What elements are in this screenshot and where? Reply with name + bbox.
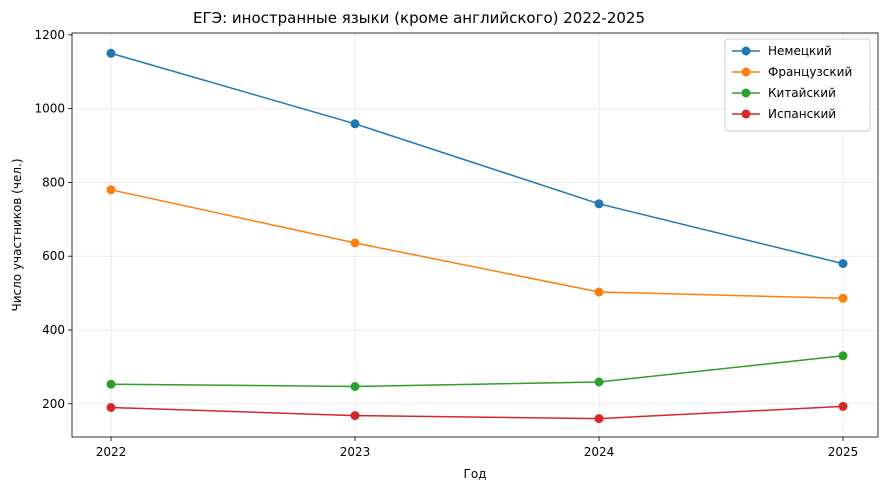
series-Немецкий xyxy=(106,48,848,269)
series-Французский xyxy=(106,185,848,303)
data-point xyxy=(838,259,848,269)
legend-label: Испанский xyxy=(768,107,836,121)
legend-label: Китайский xyxy=(768,86,836,100)
x-tick-label: 2025 xyxy=(828,445,859,459)
data-point xyxy=(106,48,116,58)
series-line xyxy=(110,355,844,388)
x-tick-label: 2022 xyxy=(96,445,127,459)
data-point xyxy=(594,287,604,297)
data-point xyxy=(106,185,116,195)
data-point xyxy=(106,403,116,412)
x-tick-label: 2024 xyxy=(584,445,615,459)
y-tick-label: 400 xyxy=(42,323,65,337)
legend-label: Немецкий xyxy=(768,44,832,58)
series-Китайский xyxy=(106,351,848,391)
legend-label: Французский xyxy=(768,65,852,79)
y-axis-label: Число участников (чел.) xyxy=(10,158,24,311)
legend: Немецкий Французский Китайский Испанский xyxy=(724,38,871,132)
data-point xyxy=(350,382,360,391)
data-point xyxy=(350,411,360,421)
chart-title: ЕГЭ: иностранные языки (кроме английског… xyxy=(193,9,645,27)
plot-frame xyxy=(71,32,879,438)
legend-swatch-marker xyxy=(741,67,751,77)
data-point xyxy=(106,379,116,389)
data-point xyxy=(350,238,360,248)
legend-swatch-marker xyxy=(741,88,751,98)
legend-frame xyxy=(724,38,871,132)
data-point xyxy=(594,414,604,424)
x-axis: 2022 2023 2024 2025 xyxy=(96,437,859,459)
legend-swatch-marker xyxy=(741,46,751,56)
x-tick-label: 2023 xyxy=(340,445,371,459)
y-axis: 200 400 600 800 1000 1200 xyxy=(34,28,72,411)
data-point xyxy=(838,401,848,411)
series-line xyxy=(110,189,844,300)
series-line xyxy=(110,405,844,420)
series-line xyxy=(110,52,844,265)
data-point xyxy=(838,293,848,303)
y-tick-label: 600 xyxy=(42,249,65,263)
y-tick-label: 200 xyxy=(42,397,65,411)
x-axis-label: Год xyxy=(464,467,487,481)
y-tick-label: 1200 xyxy=(34,28,65,42)
data-point xyxy=(594,199,604,209)
series-Испанский xyxy=(106,401,848,424)
data-point xyxy=(594,377,604,387)
y-tick-label: 800 xyxy=(42,175,65,189)
legend-swatch-marker xyxy=(741,109,751,119)
series-layer xyxy=(106,48,848,424)
y-tick-label: 1000 xyxy=(34,102,65,116)
data-point xyxy=(350,119,360,129)
data-point xyxy=(838,351,848,361)
